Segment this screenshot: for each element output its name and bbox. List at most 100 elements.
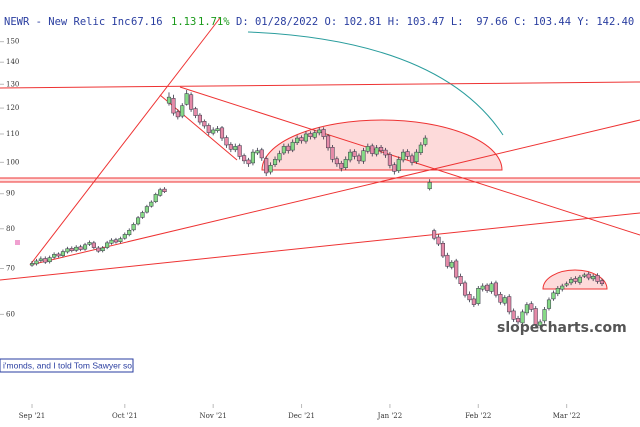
watermark: slopecharts.com (497, 320, 627, 336)
candle-body (401, 151, 406, 161)
candle-body (502, 297, 507, 304)
candle-body (281, 146, 286, 154)
x-tick-label: Nov '21 (199, 412, 226, 420)
candle-body (69, 248, 74, 252)
candle-body (317, 129, 322, 134)
candle-body (113, 239, 119, 243)
candle-body (109, 239, 114, 244)
y-tick-label: 140 (6, 58, 19, 66)
candle-body (211, 129, 216, 134)
candle-body (224, 137, 229, 146)
candle-body (206, 125, 211, 133)
candle-body (162, 188, 167, 192)
candle-body (312, 132, 317, 138)
candle-body (392, 164, 397, 172)
candle-body (379, 147, 384, 151)
candle-body (197, 114, 202, 123)
candle-body (471, 298, 476, 305)
candle-body (365, 146, 370, 152)
candle-body (246, 159, 251, 165)
candle-body (396, 159, 401, 172)
trend-line (0, 212, 640, 281)
candle-body (507, 296, 512, 313)
trend-line (29, 17, 221, 266)
annotation: i'monds, and I told Tom Sawyer so. (3, 360, 134, 370)
candle-body (166, 96, 172, 104)
candle-body (524, 304, 529, 314)
candle-body (449, 261, 454, 268)
candle-body (440, 242, 445, 257)
candle-body (432, 230, 437, 239)
x-tick-label: Jan '22 (377, 412, 403, 420)
candle-body (516, 318, 521, 323)
candle-body (259, 149, 264, 159)
candle-body (374, 147, 379, 155)
candle-body (171, 98, 176, 114)
candle-body (122, 234, 127, 239)
candle-body (127, 230, 132, 236)
candle-body (343, 159, 348, 169)
candle-body (546, 299, 552, 309)
candle-body (542, 309, 547, 322)
candle-body (100, 247, 105, 252)
trend-line (29, 119, 640, 266)
y-tick-label: 110 (6, 130, 19, 138)
candle-body (582, 274, 587, 277)
candle-body (189, 94, 194, 110)
candle-body (82, 244, 88, 250)
candle-body (250, 151, 255, 164)
candle-body (591, 276, 596, 280)
candle-body (339, 162, 344, 169)
candle-body (43, 258, 48, 263)
candle-body (383, 149, 388, 156)
candle-body (34, 260, 39, 265)
candle-body (551, 292, 556, 300)
candle-body (242, 155, 247, 162)
projection-arc (247, 31, 504, 136)
candle-body (423, 137, 428, 145)
candle-body (268, 165, 273, 173)
last-price: 67.16 (131, 16, 163, 28)
candle-body (47, 257, 52, 263)
candle-body (573, 278, 578, 282)
candle-body (533, 308, 538, 325)
candle-body (427, 182, 432, 190)
candle-body (458, 276, 463, 285)
candle-body (303, 133, 309, 142)
candle-body (96, 247, 101, 252)
candle-body (153, 194, 158, 202)
candle-body (569, 279, 574, 284)
candle-body (228, 144, 233, 150)
candle-body (233, 146, 238, 151)
candle-body (52, 254, 57, 258)
y-tick-label: 90 (6, 190, 15, 198)
candle-body (158, 189, 163, 196)
candle-body (485, 284, 490, 291)
candle-body (264, 158, 269, 174)
candle-body (299, 137, 304, 142)
candle-body (215, 128, 220, 132)
candle-body (595, 275, 600, 282)
x-tick-label: Sep '21 (19, 412, 45, 420)
candle-body (489, 283, 494, 292)
candle-body (255, 150, 260, 154)
candle-body (91, 242, 96, 248)
candle-body (445, 254, 450, 267)
candle-body (476, 288, 481, 304)
symbol: NEWR - New Relic Inc (4, 16, 130, 28)
ohlc-details: D: 01/28/2022 O: 102.81 H: 103.47 L: 97.… (236, 16, 634, 28)
candle-body (348, 151, 353, 161)
candle-body (74, 246, 79, 251)
candle-body (564, 283, 569, 286)
candle-body (387, 154, 392, 166)
candle-body (370, 145, 375, 154)
candle-body (577, 276, 582, 283)
candle-body (38, 258, 43, 261)
y-tick-label: 60 (6, 310, 15, 318)
candle-body (405, 151, 410, 157)
candle-body (529, 303, 534, 310)
candle-body (286, 145, 291, 151)
candle-body (237, 145, 242, 157)
candle-body (144, 206, 149, 213)
